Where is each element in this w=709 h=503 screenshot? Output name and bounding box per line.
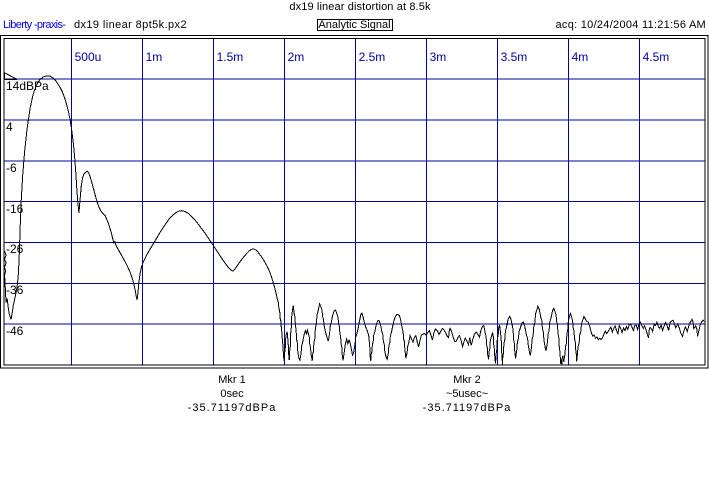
marker-2-readout: Mkr 2 ~5usec~ -35.71197dBPa	[387, 373, 547, 416]
y-tick-label: -36	[6, 283, 24, 298]
x-tick-label: 2m	[287, 50, 305, 64]
x-tick-label: 3m	[429, 50, 447, 64]
grid-lines	[4, 39, 705, 365]
y-tick-label: 4	[6, 120, 13, 135]
y-tick-label: 14dBPa	[6, 79, 49, 94]
plot-inner-frame	[3, 38, 706, 366]
signal-trace	[3, 75, 705, 365]
marker-1-name: Mkr 1	[218, 373, 246, 386]
x-tick-label: 1m	[145, 50, 163, 64]
loaded-file-name: dx19 linear 8pt5k.px2	[74, 19, 187, 31]
x-tick-label: 500u	[74, 50, 102, 64]
plot-outer-frame	[0, 35, 709, 369]
x-tick-label: 2.5m	[358, 50, 386, 64]
x-tick-label: 3.5m	[500, 50, 528, 64]
marker-1-time: 0sec	[220, 387, 244, 400]
left-edge-wedge-mark	[4, 71, 18, 80]
marker-2-time: ~5usec~	[445, 387, 489, 400]
marker-2-name: Mkr 2	[453, 373, 481, 386]
acquisition-timestamp: acq: 10/24/2004 11:21:56 AM	[555, 19, 706, 31]
y-tick-label: -46	[6, 324, 24, 339]
plot-title: dx19 linear distortion at 8.5k	[289, 1, 431, 13]
x-tick-label: 4.5m	[642, 50, 670, 64]
app-name: Liberty -praxis-	[3, 19, 66, 31]
marker-2-level: -35.71197dBPa	[422, 402, 512, 415]
y-tick-label: -26	[6, 242, 24, 257]
x-tick-label: 1.5m	[216, 50, 244, 64]
marker-1-level: -35.71197dBPa	[187, 402, 277, 415]
signal-type-box[interactable]: Analytic Signal	[316, 19, 393, 31]
y-tick-label: -6	[6, 160, 17, 175]
y-tick-label: -16	[6, 201, 24, 216]
marker-1-readout: Mkr 1 0sec -35.71197dBPa	[152, 373, 312, 416]
signal-type-label: Analytic Signal	[318, 19, 391, 31]
x-tick-label: 4m	[571, 50, 589, 64]
